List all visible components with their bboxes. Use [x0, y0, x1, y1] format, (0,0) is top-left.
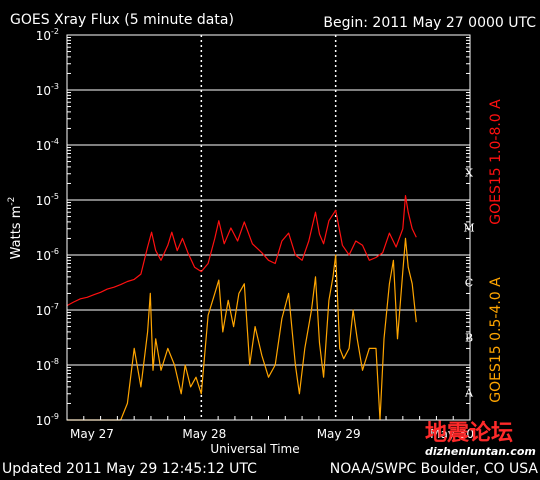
y-tick-exponent: -8 — [51, 357, 59, 366]
y-tick-label: 10-3 — [36, 82, 59, 98]
x-tick-label: May 27 — [70, 427, 114, 441]
y-tick-base: 10 — [36, 304, 51, 318]
y-tick-label: 10-2 — [36, 27, 59, 43]
plot-frame — [66, 34, 471, 421]
x-axis-label: Universal Time — [210, 442, 299, 456]
y-tick-exponent: -6 — [51, 247, 59, 256]
y-tick-label: 10-6 — [36, 247, 59, 263]
y-tick-base: 10 — [36, 359, 51, 373]
flare-class-label: X — [465, 167, 473, 180]
flare-class-label: C — [465, 277, 473, 290]
y-tick-label: 10-7 — [36, 302, 59, 318]
y-axis-label-sup: -2 — [7, 197, 17, 206]
watermark-cn: 地震论坛 — [425, 420, 513, 446]
x-tick-label: May 30 — [430, 427, 474, 441]
y-tick-label: 10-8 — [36, 357, 59, 373]
y-tick-base: 10 — [36, 29, 51, 43]
series-label-short: GOES15 0.5-4.0 A — [488, 277, 504, 403]
data-source: NOAA/SWPC Boulder, CO USA — [330, 461, 539, 477]
y-tick-base: 10 — [36, 139, 51, 153]
grid-layer — [67, 34, 470, 421]
y-axis-label-text: Watts m — [9, 206, 24, 260]
y-tick-exponent: -2 — [51, 27, 59, 36]
y-tick-exponent: -4 — [51, 137, 59, 146]
series-layer — [66, 195, 417, 421]
y-tick-label: 10-9 — [36, 412, 59, 428]
x-tick-label: May 28 — [182, 427, 226, 441]
series-line-short — [67, 237, 417, 421]
x-tick-label: May 29 — [317, 427, 361, 441]
watermark-url: dizhenluntan.com — [425, 445, 536, 458]
y-tick-base: 10 — [36, 414, 51, 428]
y-tick-exponent: -9 — [51, 412, 59, 421]
y-tick-label: 10-5 — [36, 192, 59, 208]
flare-class-label: A — [464, 387, 474, 400]
y-tick-exponent: -7 — [51, 302, 59, 311]
begin-time: Begin: 2011 May 27 0000 UTC — [323, 15, 536, 31]
y-tick-label: 10-4 — [36, 137, 59, 153]
series-label-long: GOES15 1.0-8.0 A — [488, 99, 504, 225]
y-tick-exponent: -3 — [51, 82, 59, 91]
y-tick-base: 10 — [36, 84, 51, 98]
y-tick-base: 10 — [36, 194, 51, 208]
chart-title: GOES Xray Flux (5 minute data) — [10, 12, 234, 28]
flare-class-label: B — [465, 332, 473, 345]
y-tick-base: 10 — [36, 249, 51, 263]
updated-time: Updated 2011 May 29 12:45:12 UTC — [2, 461, 257, 477]
series-line-long — [66, 195, 417, 307]
y-axis-label: Watts m-2 — [7, 197, 24, 260]
flare-class-label: M — [463, 222, 474, 235]
y-tick-exponent: -5 — [51, 192, 59, 201]
